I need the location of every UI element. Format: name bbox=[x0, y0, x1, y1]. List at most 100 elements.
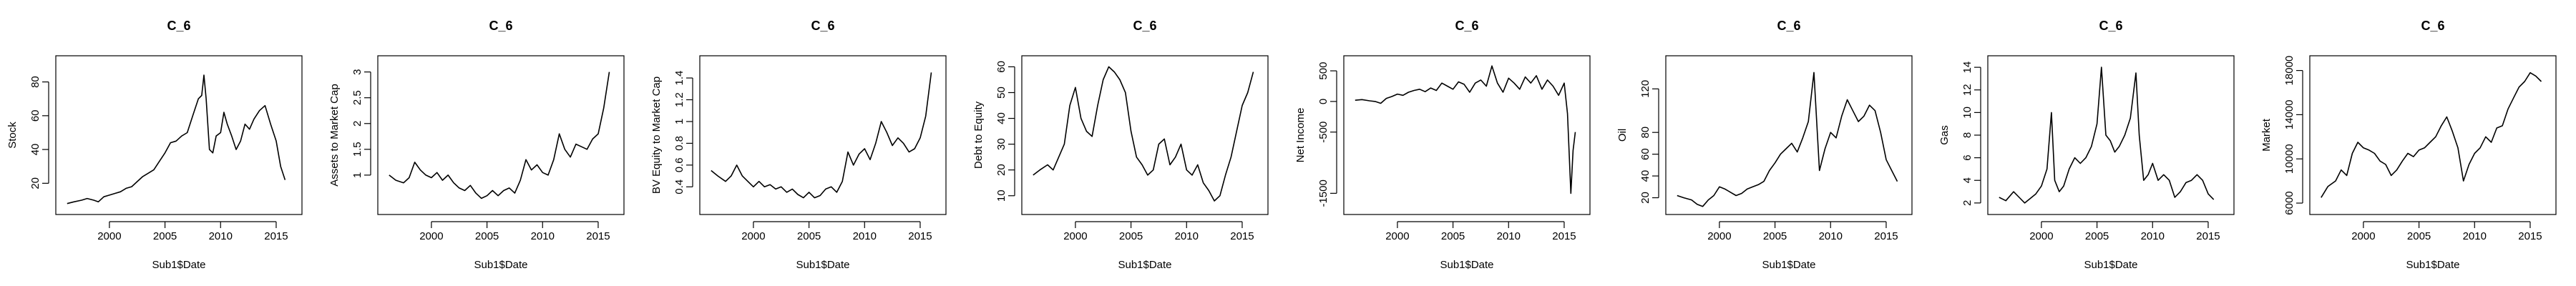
x-tick-label: 2000 bbox=[2351, 230, 2375, 242]
plot-frame bbox=[1665, 55, 1913, 215]
y-tick-label: 14 bbox=[1961, 61, 1974, 74]
y-tick-label: 1.2 bbox=[673, 92, 686, 107]
y-tick-label: 0 bbox=[1317, 99, 1330, 104]
y-axis-label: Stock bbox=[6, 122, 19, 149]
chart-panel-1: C_6 2000 2005 2010 2015 20 40 60 80 Sub1$Date Stoc… bbox=[6, 19, 303, 271]
y-axis-label: Assets to Market Cap bbox=[328, 84, 341, 186]
y-tick-label: 50 bbox=[995, 87, 1008, 99]
y-tick-label: 500 bbox=[1317, 62, 1330, 80]
chart-panel-5: C_6 2000 2005 2010 2015 -1500 -500 0 500 Sub1$Dat… bbox=[1294, 19, 1591, 271]
plot-frame bbox=[2309, 55, 2557, 215]
y-tick-label: 2 bbox=[1961, 200, 1974, 206]
y-tick-label: 80 bbox=[1639, 127, 1652, 139]
x-tick-label: 2015 bbox=[908, 230, 932, 242]
x-tick-label: 2005 bbox=[1763, 230, 1787, 242]
x-axis-label: Sub1$Date bbox=[1440, 259, 1493, 271]
y-tick-label: 18000 bbox=[2283, 56, 2296, 86]
plot-frame bbox=[699, 55, 947, 215]
x-tick-label: 2010 bbox=[1175, 230, 1199, 242]
y-tick-label: -1500 bbox=[1317, 179, 1330, 207]
x-tick-label: 2010 bbox=[853, 230, 877, 242]
chart-panel-4: C_6 2000 2005 2010 2015 10 20 30 40 50 60 Sub1$Date… bbox=[972, 19, 1269, 271]
y-tick-label: 0.8 bbox=[673, 136, 686, 151]
series-line-1 bbox=[1033, 66, 1254, 202]
plot-frame bbox=[1021, 55, 1269, 215]
y-tick-label: 4 bbox=[1961, 177, 1974, 183]
x-axis-label: Sub1$Date bbox=[152, 259, 205, 271]
y-tick-label: 14000 bbox=[2283, 100, 2296, 130]
x-axis-label: Sub1$Date bbox=[2406, 259, 2459, 271]
y-tick-label: 1 bbox=[351, 172, 364, 178]
x-axis-label: Sub1$Date bbox=[2084, 259, 2137, 271]
y-tick-label: 2 bbox=[351, 121, 364, 127]
y-tick-label: 40 bbox=[995, 112, 1008, 124]
chart-title: C_6 bbox=[1455, 19, 1478, 33]
x-tick-label: 2010 bbox=[2141, 230, 2165, 242]
series-line-1 bbox=[1677, 72, 1898, 207]
series-line-1 bbox=[1999, 66, 2215, 204]
x-tick-label: 2005 bbox=[475, 230, 499, 242]
series-line-1 bbox=[2321, 72, 2542, 198]
x-tick-label: 2010 bbox=[1497, 230, 1521, 242]
y-tick-label: 8 bbox=[1961, 132, 1974, 138]
y-tick-label: 0.4 bbox=[673, 179, 686, 194]
y-tick-label: 6 bbox=[1961, 154, 1974, 160]
y-tick-label: 120 bbox=[1639, 80, 1652, 98]
y-tick-label: 80 bbox=[29, 76, 42, 88]
chart-title: C_6 bbox=[489, 19, 512, 33]
x-tick-label: 2000 bbox=[97, 230, 121, 242]
x-tick-label: 2005 bbox=[153, 230, 177, 242]
chart-panel-3: C_6 2000 2005 2010 2015 0.4 0.6 0.8 1 1.2 1.4 Sub1$… bbox=[650, 19, 947, 271]
x-tick-label: 2000 bbox=[1707, 230, 1731, 242]
x-tick-label: 2010 bbox=[531, 230, 555, 242]
y-tick-label: 40 bbox=[29, 144, 42, 156]
chart-panel-2: C_6 2000 2005 2010 2015 1 1.5 2 2.5 3 Sub1$Date Ass… bbox=[328, 19, 625, 271]
x-tick-label: 2000 bbox=[741, 230, 765, 242]
series-line-1 bbox=[711, 72, 932, 199]
x-tick-label: 2015 bbox=[2196, 230, 2220, 242]
x-tick-label: 2005 bbox=[2085, 230, 2109, 242]
y-axis-label: BV Equity to Market Cap bbox=[650, 77, 663, 194]
y-tick-label: 10000 bbox=[2283, 144, 2296, 174]
y-tick-label: 6000 bbox=[2283, 191, 2296, 214]
y-tick-label: 60 bbox=[995, 61, 1008, 73]
chart-panel-8: C_6 2000 2005 2010 2015 6000 10000 14000 18000 Su… bbox=[2260, 19, 2557, 271]
x-tick-label: 2015 bbox=[1552, 230, 1576, 242]
y-axis-label: Gas bbox=[1938, 125, 1951, 145]
x-axis-label: Sub1$Date bbox=[1118, 259, 1171, 271]
y-axis-label: Debt to Equity bbox=[972, 101, 985, 169]
x-tick-label: 2015 bbox=[586, 230, 610, 242]
x-tick-label: 2000 bbox=[419, 230, 443, 242]
x-tick-label: 2005 bbox=[797, 230, 821, 242]
y-tick-label: 1 bbox=[673, 119, 686, 124]
y-tick-label: 60 bbox=[1639, 148, 1652, 160]
y-axis-label: Net Income bbox=[1294, 108, 1307, 163]
chart-title: C_6 bbox=[2099, 19, 2122, 33]
x-tick-label: 2010 bbox=[1819, 230, 1843, 242]
x-tick-label: 2010 bbox=[209, 230, 233, 242]
y-tick-label: -500 bbox=[1317, 122, 1330, 143]
series-line-1 bbox=[67, 74, 286, 204]
y-tick-label: 30 bbox=[995, 138, 1008, 150]
plot-frame bbox=[377, 55, 625, 215]
series-line-1 bbox=[1355, 65, 1576, 194]
y-axis-label: Market bbox=[2260, 118, 2273, 152]
x-axis-label: Sub1$Date bbox=[474, 259, 527, 271]
y-tick-label: 20 bbox=[1639, 192, 1652, 204]
plot-frame bbox=[55, 55, 303, 215]
x-tick-label: 2000 bbox=[1063, 230, 1087, 242]
x-tick-label: 2015 bbox=[264, 230, 288, 242]
x-tick-label: 2000 bbox=[2029, 230, 2053, 242]
chart-title: C_6 bbox=[811, 19, 834, 33]
y-tick-label: 10 bbox=[1961, 107, 1974, 119]
chart-title: C_6 bbox=[2421, 19, 2444, 33]
x-tick-label: 2015 bbox=[2518, 230, 2542, 242]
x-tick-label: 2005 bbox=[2407, 230, 2431, 242]
y-tick-label: 40 bbox=[1639, 170, 1652, 182]
x-tick-label: 2005 bbox=[1119, 230, 1143, 242]
chart-title: C_6 bbox=[1133, 19, 1156, 33]
x-tick-label: 2005 bbox=[1441, 230, 1465, 242]
y-axis-label: Oil bbox=[1616, 129, 1629, 142]
